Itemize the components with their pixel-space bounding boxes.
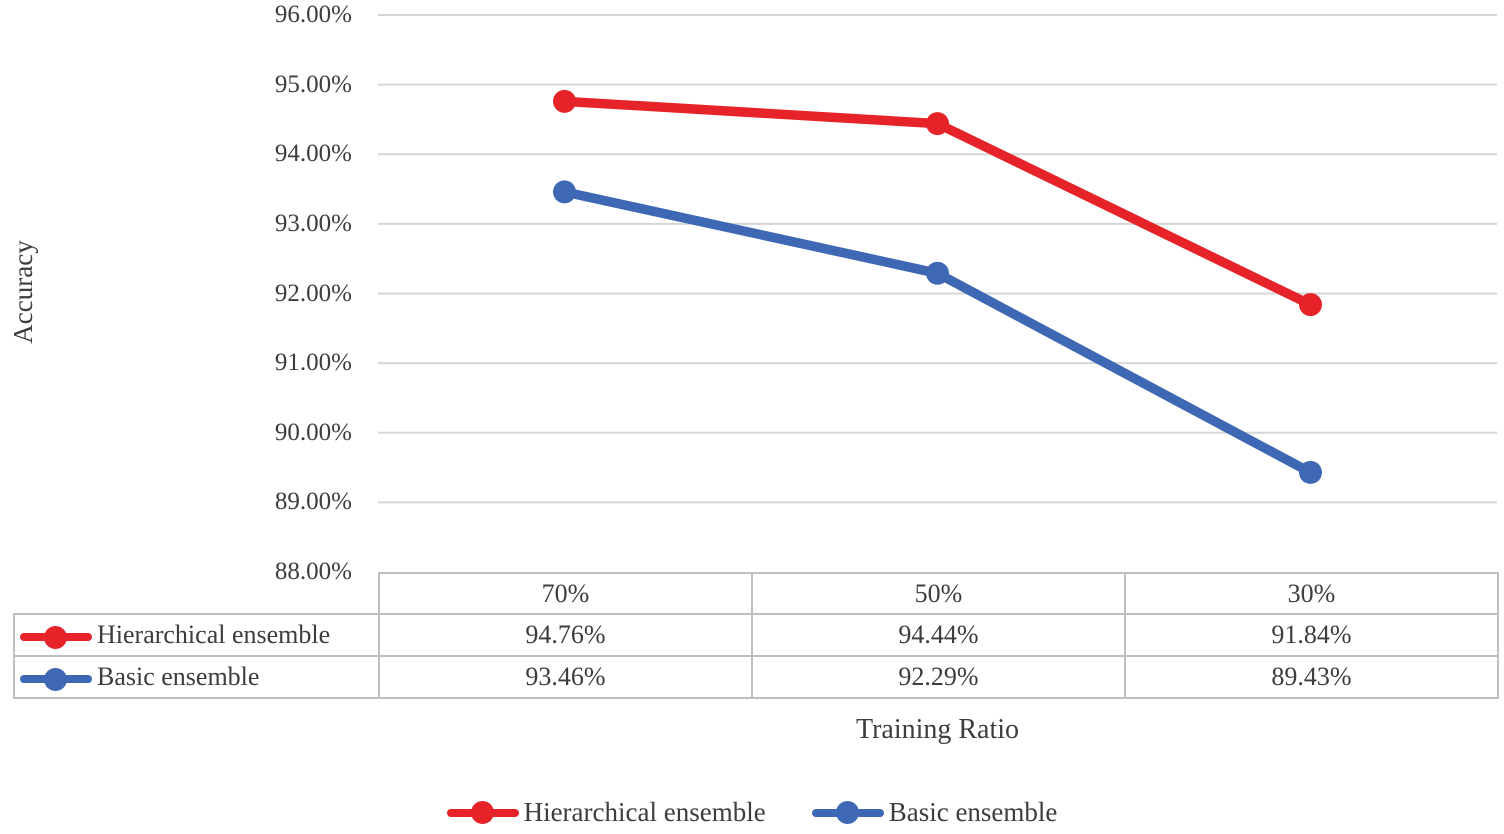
value-cell: 92.29% [751,655,1126,699]
data-point-hierarchical-ensemble [553,89,576,113]
plot-area [378,14,1497,572]
column-header-cell: 30% [1124,572,1499,615]
y-tick-label: 90.00% [274,418,352,446]
column-header-cell: 70% [378,572,753,615]
y-tick-label: 91.00% [274,349,352,377]
legend-marker-dot [44,625,67,649]
legend-item-hierarchical-ensemble: Hierarchical ensemble [446,797,766,828]
value-cell: 91.84% [1124,613,1499,657]
data-point-hierarchical-ensemble [926,112,949,136]
data-point-basic-ensemble [926,261,949,285]
value-cell: 89.43% [1124,655,1499,699]
data-point-basic-ensemble [1299,460,1322,484]
y-axis-title: Accuracy [8,240,38,344]
data-point-basic-ensemble [553,180,576,204]
legend-marker-dot [835,801,859,824]
data-point-hierarchical-ensemble [1299,293,1322,317]
y-tick-label: 95.00% [274,70,352,98]
bottom-legend: Hierarchical ensemble Basic ensemble [0,797,1504,828]
series-name-cell: Hierarchical ensemble [13,613,380,657]
value-cell: 93.46% [378,655,753,699]
y-tick-label: 96.00% [274,1,352,28]
table-header-spacer [14,573,379,614]
value-cell: 94.76% [378,613,753,657]
y-tick-label: 92.00% [274,279,352,307]
y-tick-label: 94.00% [274,140,352,168]
legend-item-basic-ensemble: Basic ensemble [811,797,1058,828]
legend-marker-dot [44,667,67,691]
data-table: 70% 50% 30% Hierarchical ensemble 94.76% 94.… [13,572,1499,699]
legend-marker [20,625,92,649]
y-tick-label: 93.00% [274,209,352,237]
series-line-basic-ensemble [559,187,1316,478]
column-header-cell: 50% [751,572,1126,615]
legend-item-label: Hierarchical ensemble [523,797,766,827]
series-name-label: Hierarchical ensemble [97,620,331,649]
series-name-cell: Basic ensemble [13,655,380,699]
x-axis-title: Training Ratio [855,714,1020,745]
legend-item-label: Basic ensemble [888,797,1058,827]
y-axis-ticks: 96.00% 95.00% 94.00% 93.00% 92.00% 91.00% 90.0… [240,0,352,720]
table-row-hierarchical-ensemble: Hierarchical ensemble 94.76% 94.44% 91.84% [13,613,1499,657]
y-tick-label: 88.00% [274,558,352,585]
series-name-label: Basic ensemble [97,662,260,691]
plot-svg [378,14,1497,504]
table-row-basic-ensemble: Basic ensemble 93.46% 92.29% 89.43% [13,655,1499,699]
legend-marker [446,801,519,824]
legend-marker [20,667,92,691]
legend-marker-dot [470,801,494,824]
table-header-row: 70% 50% 30% [14,572,1499,615]
legend-marker [811,801,884,824]
value-cell: 94.44% [751,613,1126,657]
y-tick-label: 89.00% [274,488,352,516]
